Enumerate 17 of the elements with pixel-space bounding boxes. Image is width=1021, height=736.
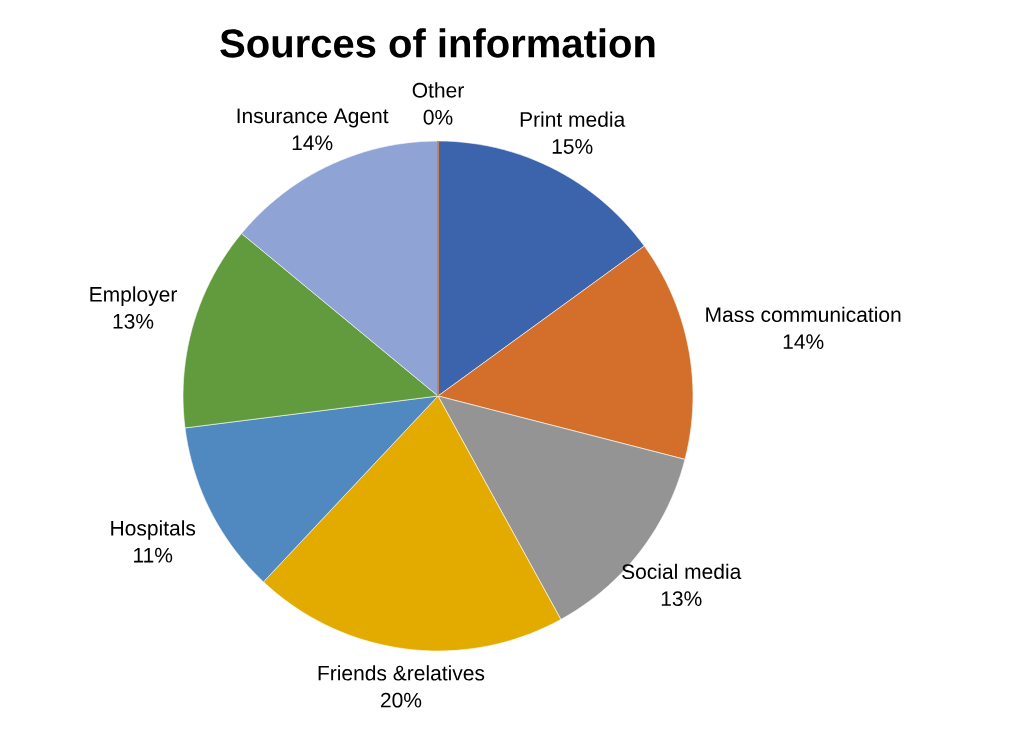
slice-label: Social media xyxy=(622,563,742,580)
data-label: 13% xyxy=(113,313,154,329)
data-label: 15% xyxy=(552,139,593,154)
data-label: 11% xyxy=(134,547,173,563)
slice-label: Print media xyxy=(520,111,626,127)
data-label: 13% xyxy=(661,591,702,607)
chart-title: Sources of information xyxy=(220,28,655,58)
text: 0% xyxy=(423,109,453,125)
data-label: 14% xyxy=(292,135,333,151)
category-label: Other xyxy=(412,82,464,98)
data-label: 20% xyxy=(381,692,422,708)
slice-label: Employer xyxy=(90,286,177,306)
slice-label: Friends &relatives xyxy=(318,665,485,681)
data-label: 14% xyxy=(783,334,824,349)
slice-label: Insurance Agent xyxy=(237,108,389,128)
slice-label: Hospitals xyxy=(111,520,196,540)
slice-label: Mass communication xyxy=(706,306,901,323)
